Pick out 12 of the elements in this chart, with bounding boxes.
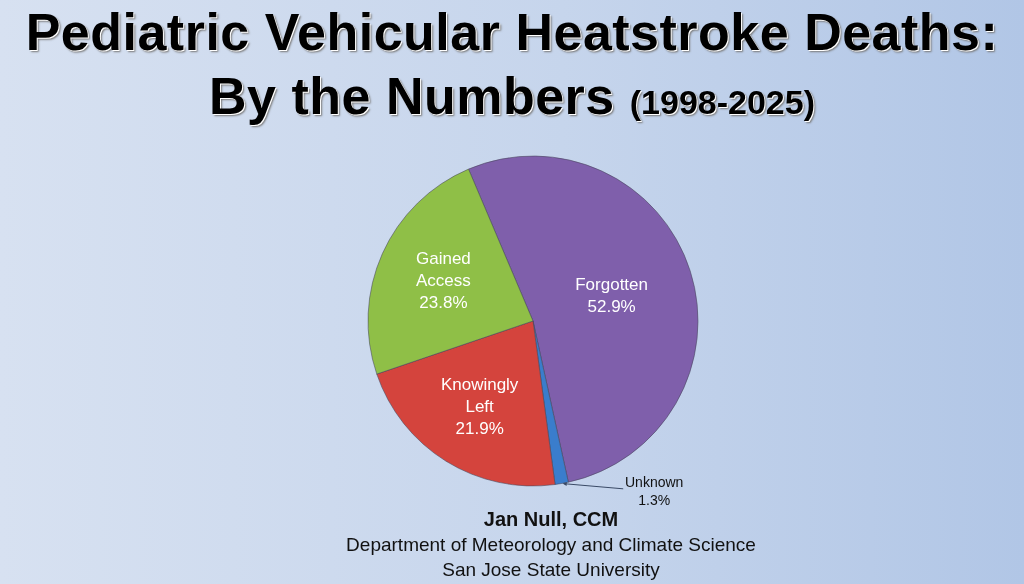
text: San Jose State University [441,558,661,582]
slice-label: Gained Access [415,249,471,291]
data-label: 23.8% [419,293,468,313]
text: Department of Meteorology and Climate Science [345,533,757,557]
data-label: 52.9% [587,297,636,317]
slice-label: Forgotten [575,275,648,295]
data-label: 21.9% [455,419,504,439]
slice-label: Knowingly Left [440,375,519,417]
data-label: 1.3% [638,492,671,509]
text: Jan Null, CCM [482,507,620,532]
chart-subtitle: (1998-2025) [629,83,815,121]
slice-label: Unknown [625,474,684,490]
